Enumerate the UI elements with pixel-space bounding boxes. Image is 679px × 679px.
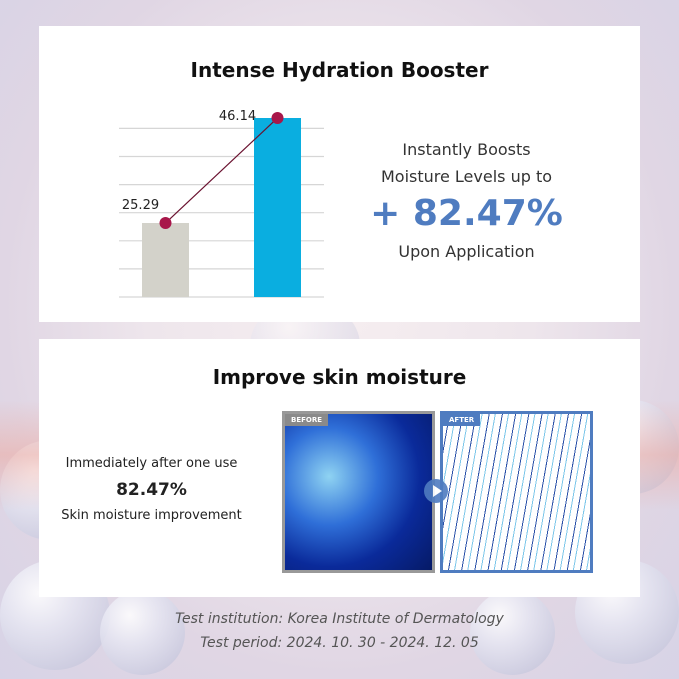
bubble-decoration [470,590,555,675]
bar [254,118,301,297]
claim-line-1: Instantly Boosts [402,140,531,159]
before-image: BEFORE [282,411,435,573]
hydration-title: Intense Hydration Booster [190,58,489,82]
claim-line-3: Upon Application [398,242,535,261]
after-image: AFTER [440,411,593,573]
moisture-line-1: Immediately after one use [65,456,238,471]
moisture-title: Improve skin moisture [212,365,467,389]
hydration-card: Intense Hydration Booster 25.29 46.14 Ins… [39,26,640,322]
after-label: AFTER [443,414,481,426]
bubble-decoration [100,590,185,675]
claim-percentage: + 82.47% [370,193,563,234]
test-period: Test period: 2024. 10. 30 - 2024. 12. 05 [200,635,479,651]
moisture-value: 82.47% [116,480,187,500]
moisture-line-2: Skin moisture improvement [61,508,242,523]
bar [142,223,189,297]
test-institution: Test institution: Korea Institute of Der… [175,611,504,627]
trend-marker [159,217,172,230]
claim-line-2: Moisture Levels up to [380,167,553,186]
data-label: 25.29 [122,198,159,213]
play-arrow-icon [424,479,448,503]
moisture-card: Improve skin moisture Immediately after … [39,339,640,597]
before-label: BEFORE [285,414,329,426]
hydration-bar-chart: 25.29 46.14 [119,109,324,298]
trend-marker [271,112,284,124]
data-label: 46.14 [219,109,256,124]
trend-line [165,117,278,224]
